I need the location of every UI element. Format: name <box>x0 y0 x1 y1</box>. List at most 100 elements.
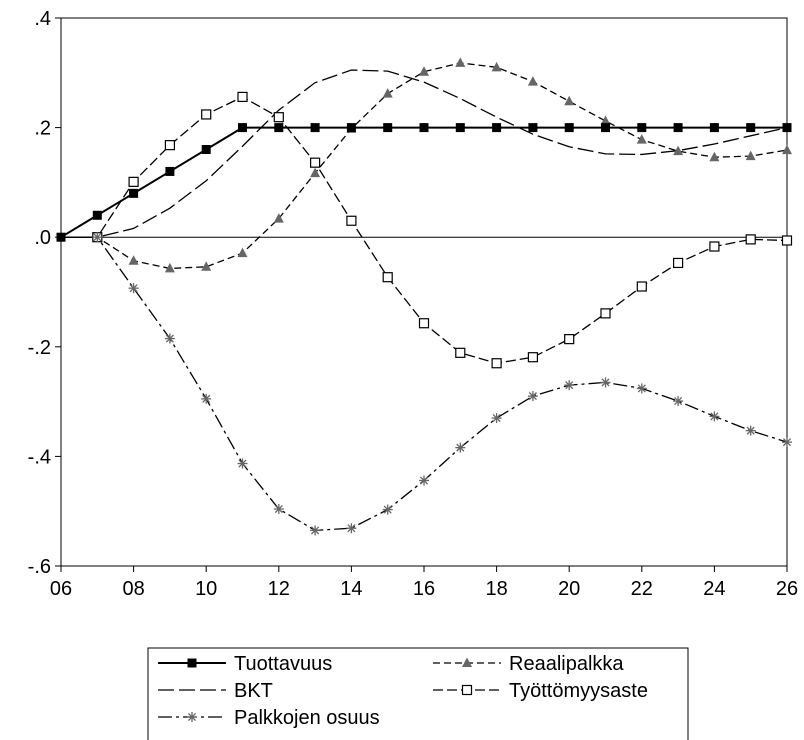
data-point-ty-tt-myysaste <box>709 241 720 252</box>
x-tick-label: 08 <box>122 578 144 600</box>
data-point-ty-tt-myysaste <box>273 112 284 123</box>
legend-label-palkkojen-osuus: Palkkojen osuus <box>234 707 380 729</box>
data-point-tuottavuus <box>165 166 175 176</box>
data-point-reaalipalkka <box>709 151 720 162</box>
legend-marker-ty-tt-myysaste <box>461 684 473 696</box>
data-point-tuottavuus <box>455 123 465 133</box>
data-point-reaalipalkka <box>237 247 248 258</box>
data-point-tuottavuus <box>274 123 284 133</box>
legend-label-reaalipalkka: Reaalipalkka <box>509 653 624 675</box>
data-point-reaalipalkka <box>782 144 792 155</box>
x-tick-label: 22 <box>631 578 653 600</box>
legend-box <box>147 647 689 740</box>
data-point-ty-tt-myysaste <box>164 140 175 151</box>
data-point-reaalipalkka <box>128 255 139 265</box>
data-point-palkkojen-osuus <box>128 283 139 294</box>
x-tick-label: 16 <box>413 578 435 600</box>
data-point-ty-tt-myysaste <box>527 352 539 363</box>
x-tick-label: 18 <box>485 578 507 600</box>
data-point-palkkojen-osuus <box>527 391 538 402</box>
data-point-reaalipalkka <box>745 150 756 161</box>
data-point-reaalipalkka <box>636 134 647 144</box>
x-tick-label: 10 <box>195 578 217 600</box>
data-point-palkkojen-osuus <box>273 504 284 515</box>
data-point-reaalipalkka <box>673 145 684 156</box>
data-point-tuottavuus <box>673 123 683 133</box>
data-point-reaalipalkka <box>600 115 611 126</box>
data-point-tuottavuus <box>92 210 102 220</box>
x-tick-label: 26 <box>776 578 798 600</box>
axes-layer: .4 .2 .0 -.2 -.4 -.606 08 10 12 14 16 18 20 22 24 26 <box>28 8 798 600</box>
data-point-palkkojen-osuus <box>346 523 357 534</box>
data-point-tuottavuus <box>201 145 211 155</box>
y-tick-label: -.6 <box>28 556 51 578</box>
x-tick-label: 12 <box>268 578 290 600</box>
data-point-palkkojen-osuus <box>382 504 393 515</box>
data-point-reaalipalkka <box>564 95 575 106</box>
legend-label-bkt: BKT <box>234 680 273 702</box>
y-tick-label: .2 <box>34 118 51 140</box>
data-point-reaalipalkka <box>382 88 393 98</box>
legend-marker-reaalipalkka <box>462 657 472 667</box>
y-tick-label: -.4 <box>28 446 51 468</box>
y-tick-label: .0 <box>34 227 51 249</box>
data-point-palkkojen-osuus <box>600 377 611 388</box>
data-point-ty-tt-myysaste <box>745 234 756 245</box>
data-point-palkkojen-osuus <box>164 333 175 344</box>
data-point-palkkojen-osuus <box>237 458 248 469</box>
data-point-palkkojen-osuus <box>455 442 466 453</box>
x-tick-label: 06 <box>50 578 72 600</box>
data-point-palkkojen-osuus <box>92 232 103 243</box>
data-point-tuottavuus <box>310 123 320 133</box>
data-point-tuottavuus <box>746 123 756 133</box>
data-point-tuottavuus <box>709 123 719 133</box>
data-point-tuottavuus <box>383 123 393 133</box>
data-point-tuottavuus <box>782 123 792 133</box>
legend-label-ty-tt-myysaste: Työttömyysaste <box>509 680 648 702</box>
data-point-palkkojen-osuus <box>782 437 792 448</box>
data-point-reaalipalkka <box>164 262 175 273</box>
legend-marker-palkkojen-osuus <box>187 712 197 722</box>
data-point-reaalipalkka <box>527 76 538 86</box>
data-point-ty-tt-myysaste <box>128 176 139 187</box>
data-point-tuottavuus <box>528 123 538 133</box>
data-point-tuottavuus <box>637 123 647 133</box>
data-point-ty-tt-myysaste <box>237 91 248 103</box>
data-point-reaalipalkka <box>491 61 502 72</box>
data-point-palkkojen-osuus <box>201 393 212 404</box>
data-point-palkkojen-osuus <box>709 411 720 422</box>
data-point-tuottavuus <box>129 188 139 198</box>
data-point-palkkojen-osuus <box>673 396 684 407</box>
data-point-palkkojen-osuus <box>745 425 756 436</box>
data-point-tuottavuus <box>564 123 574 133</box>
data-point-ty-tt-myysaste <box>781 235 793 246</box>
data-point-ty-tt-myysaste <box>672 257 684 269</box>
data-point-palkkojen-osuus <box>564 380 575 391</box>
data-point-tuottavuus <box>419 123 429 133</box>
y-tick-label: -.2 <box>28 337 51 359</box>
data-point-palkkojen-osuus <box>491 413 502 424</box>
data-point-reaalipalkka <box>455 57 466 67</box>
data-point-ty-tt-myysaste <box>491 358 502 369</box>
legend-marker-tuottavuus <box>187 658 197 668</box>
data-point-ty-tt-myysaste <box>636 281 647 292</box>
data-point-ty-tt-myysaste <box>382 272 393 283</box>
data-point-ty-tt-myysaste <box>418 318 430 329</box>
data-point-palkkojen-osuus <box>310 525 321 536</box>
data-point-palkkojen-osuus <box>419 475 429 486</box>
data-point-reaalipalkka <box>419 66 429 76</box>
x-tick-label: 24 <box>703 578 725 600</box>
series-line-palkkojen-osuus <box>61 236 788 532</box>
data-point-ty-tt-myysaste <box>346 215 357 226</box>
data-point-ty-tt-myysaste <box>600 308 611 319</box>
data-point-reaalipalkka <box>310 167 321 178</box>
data-point-ty-tt-myysaste <box>564 334 575 345</box>
series-layer <box>60 62 788 532</box>
data-point-ty-tt-myysaste <box>201 109 212 120</box>
data-point-tuottavuus <box>238 123 247 133</box>
y-tick-label: .4 <box>34 8 51 30</box>
data-point-ty-tt-myysaste <box>455 347 466 358</box>
data-point-ty-tt-myysaste <box>310 157 321 168</box>
data-point-tuottavuus <box>601 123 610 133</box>
